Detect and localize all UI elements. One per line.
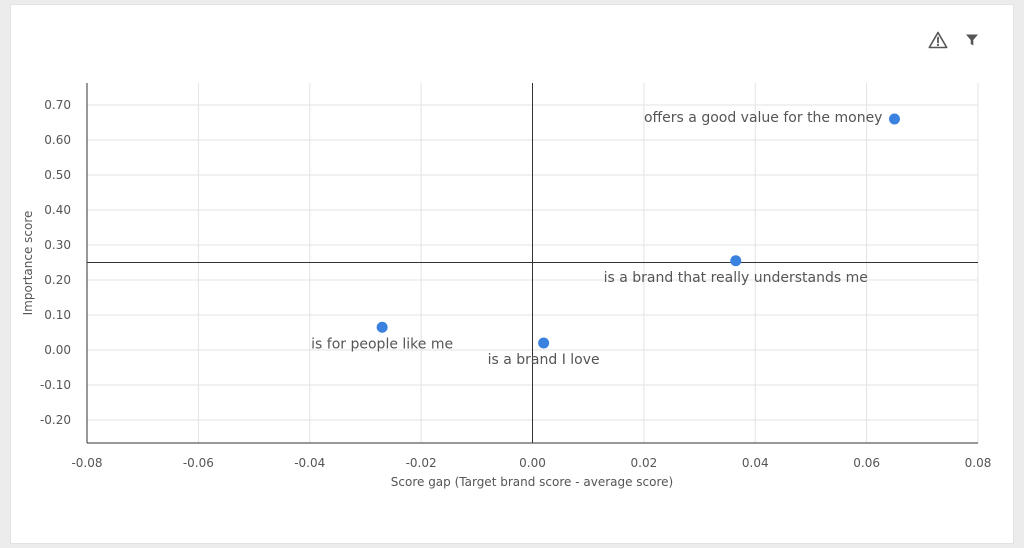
data-point	[538, 337, 550, 349]
data-point	[730, 255, 742, 267]
data-point	[888, 113, 900, 125]
data-points	[376, 113, 900, 349]
axes	[86, 83, 978, 444]
y-tick-label: 0.00	[44, 343, 71, 357]
y-tick-label: 0.30	[44, 238, 71, 252]
y-tick-label: 0.70	[44, 98, 71, 112]
data-point	[376, 321, 388, 333]
y-tick-label: -0.20	[40, 413, 71, 427]
y-tick-label: 0.40	[44, 203, 71, 217]
data-labels: offers a good value for the money is a br…	[311, 110, 882, 368]
y-tick-label: 0.60	[44, 133, 71, 147]
data-label: is for people like me	[311, 336, 453, 352]
x-tick-label: 0.00	[519, 456, 546, 470]
y-tick-label: 0.10	[44, 308, 71, 322]
x-tick-label: 0.02	[631, 456, 658, 470]
x-axis-title: Score gap (Target brand score - average …	[391, 475, 673, 489]
chart-card: -0.08 -0.06 -0.04 -0.02 0.00 0.02 0.04 0.06 0.08…	[10, 4, 1014, 544]
y-tick-label: -0.10	[40, 378, 71, 392]
y-axis-title: Importance score	[21, 211, 35, 316]
x-tick-label: -0.06	[183, 456, 214, 470]
tick-labels: -0.08 -0.06 -0.04 -0.02 0.00 0.02 0.04 0.06 0.08…	[40, 98, 991, 470]
data-label: is a brand that really understands me	[604, 270, 868, 286]
x-tick-label: -0.08	[71, 456, 102, 470]
data-label: is a brand I love	[488, 352, 600, 368]
x-tick-label: -0.02	[406, 456, 437, 470]
scatter-chart: -0.08 -0.06 -0.04 -0.02 0.00 0.02 0.04 0.06 0.08…	[21, 83, 991, 489]
x-tick-label: 0.06	[853, 456, 880, 470]
warning-icon[interactable]	[927, 29, 949, 51]
chart-toolbar	[927, 29, 983, 51]
y-tick-label: 0.20	[44, 273, 71, 287]
x-tick-label: -0.04	[294, 456, 325, 470]
x-tick-label: 0.08	[965, 456, 992, 470]
x-tick-label: 0.04	[742, 456, 769, 470]
y-tick-label: 0.50	[44, 168, 71, 182]
filter-icon[interactable]	[961, 29, 983, 51]
data-label: offers a good value for the money	[644, 110, 883, 126]
